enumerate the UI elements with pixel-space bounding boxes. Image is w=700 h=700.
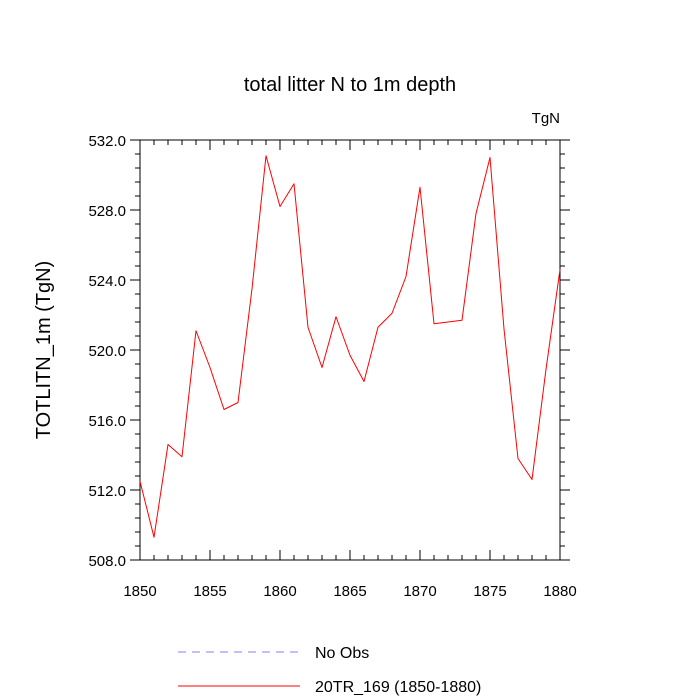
y-tick-label: 524.0 <box>88 273 126 290</box>
y-axis-label: TOTLITN_1m (TgN) <box>33 261 55 440</box>
legend: No Obs 20TR_169 (1850-1880) <box>178 645 481 696</box>
units-label: TgN <box>532 110 560 127</box>
axis-tick-labels: 1850 1855 1860 1865 1870 1875 1880 508.0 512.0 51… <box>88 133 576 600</box>
x-tick-label: 1880 <box>543 583 576 600</box>
series-line-20tr-169-1850-1880 <box>139 155 561 538</box>
legend-label-no-obs: No Obs <box>315 645 369 662</box>
series-group <box>139 155 561 538</box>
y-tick-label: 508.0 <box>88 553 126 570</box>
y-tick-label: 520.0 <box>88 343 126 360</box>
axis-ticks <box>130 139 570 561</box>
legend-label-20tr: 20TR_169 (1850-1880) <box>315 679 481 696</box>
x-tick-label: 1860 <box>263 583 296 600</box>
y-tick-label: 516.0 <box>88 413 126 430</box>
y-tick-label: 532.0 <box>88 133 126 150</box>
x-tick-label: 1875 <box>473 583 506 600</box>
x-tick-label: 1850 <box>123 583 156 600</box>
x-tick-label: 1855 <box>193 583 226 600</box>
x-tick-label: 1865 <box>333 583 366 600</box>
y-tick-label: 528.0 <box>88 203 126 220</box>
y-tick-label: 512.0 <box>88 483 126 500</box>
x-tick-label: 1870 <box>403 583 436 600</box>
chart-title: total litter N to 1m depth <box>244 74 456 96</box>
